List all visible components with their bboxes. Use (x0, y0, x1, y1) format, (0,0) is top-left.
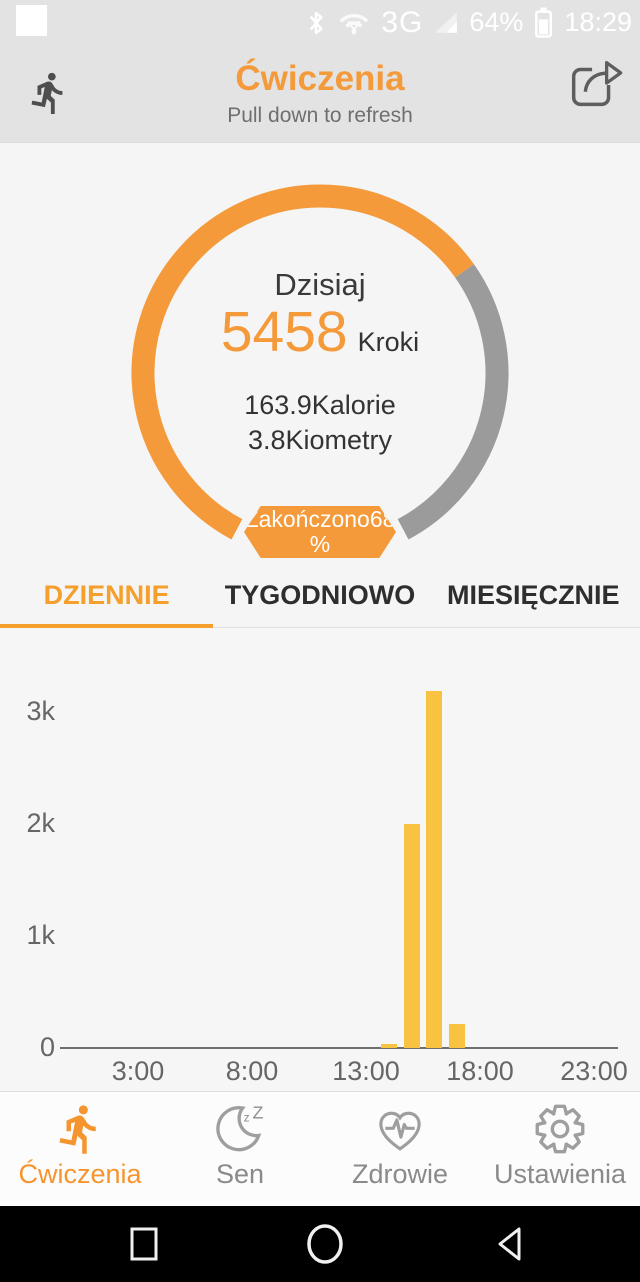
period-label: Dzisiaj (274, 267, 366, 302)
y-axis-label: 0 (39, 1032, 55, 1062)
status-bar: 3G 64% 18:29 (0, 0, 640, 45)
completion-badge-text: Zakończono68 (244, 505, 396, 532)
steps-line: 5458 Kroki (0, 299, 640, 365)
progress-ring (131, 184, 509, 540)
ring-progress-arc (131, 184, 474, 540)
x-axis-line (60, 1047, 618, 1049)
back-triangle-icon[interactable] (494, 1225, 526, 1263)
battery-icon (535, 7, 553, 38)
gear-icon (535, 1104, 585, 1154)
nav-item-cwiczenia[interactable]: Ćwiczenia (0, 1092, 160, 1206)
completion-badge-percent: % (309, 531, 331, 557)
moon-icon: z Z (216, 1103, 263, 1152)
svg-text:z: z (244, 1110, 250, 1124)
nav-label: Ćwiczenia (18, 1159, 142, 1189)
distance-line: 3.8Kiometry (247, 425, 393, 455)
notification-square-icon (16, 5, 47, 36)
wifi-icon (340, 13, 369, 34)
steps-unit: Kroki (357, 327, 420, 357)
active-tab-underline (0, 624, 213, 629)
x-axis-label: 13:00 (332, 1056, 400, 1086)
nav-label: Zdrowie (351, 1159, 449, 1189)
signal-icon (435, 11, 458, 33)
steps-bar-chart: 0 1k 2k 3k 3:00 8:00 13:00 18:00 23:00 (0, 628, 640, 1091)
share-icon[interactable] (564, 53, 626, 115)
x-axis-label: 3:00 (111, 1056, 165, 1086)
ring-remaining-arc (397, 264, 509, 540)
heart-pulse-icon (379, 1111, 421, 1151)
home-circle-icon[interactable] (304, 1222, 346, 1266)
clock-label: 18:29 (564, 7, 632, 37)
nav-label: Sen (215, 1159, 265, 1189)
chart-bar (380, 1044, 397, 1048)
nav-label: Ustawienia (493, 1159, 627, 1189)
recents-square-icon[interactable] (128, 1225, 160, 1263)
network-type-label: 3G (381, 5, 424, 39)
android-navigation-bar (0, 1206, 640, 1282)
bluetooth-icon (310, 11, 323, 34)
chart-bar (449, 1024, 466, 1048)
runner-icon (59, 1105, 96, 1154)
x-axis-label: 23:00 (560, 1056, 628, 1086)
nav-item-ustawienia[interactable]: Ustawienia (480, 1092, 640, 1206)
nav-item-sen[interactable]: z Z Sen (160, 1092, 320, 1206)
completion-badge: Zakończono68 % (244, 506, 396, 558)
tab-miesiecznie[interactable]: MIESIĘCZNIE (447, 580, 620, 610)
nav-item-zdrowie[interactable]: Zdrowie (320, 1092, 480, 1206)
runner-icon[interactable] (26, 70, 72, 116)
app-header: Ćwiczenia Pull down to refresh (0, 45, 640, 143)
svg-text:Z: Z (252, 1103, 263, 1123)
period-tabs: DZIENNIE TYGODNIOWO MIESIĘCZNIE (0, 565, 640, 629)
bottom-navigation: Ćwiczenia z Z Sen Zdrowie Ustawienia (0, 1091, 640, 1206)
tab-tygodniowo[interactable]: TYGODNIOWO (224, 580, 416, 610)
y-axis-label: 3k (26, 696, 55, 726)
x-axis-label: 18:00 (446, 1056, 514, 1086)
y-axis-label: 2k (26, 808, 55, 838)
page-title: Ćwiczenia (235, 59, 405, 98)
y-axis-label: 1k (26, 920, 55, 950)
daily-summary-section: Dzisiaj 5458 Kroki 163.9Kalorie 3.8Kiome… (0, 143, 640, 565)
chart-bar (426, 691, 443, 1048)
steps-value: 5458 (220, 300, 348, 364)
x-axis-label: 8:00 (225, 1056, 279, 1086)
calories-line: 163.9Kalorie (244, 390, 396, 420)
tab-dziennie[interactable]: DZIENNIE (43, 580, 170, 610)
chart-bar (403, 824, 420, 1048)
battery-percent-label: 64% (469, 7, 524, 37)
pull-to-refresh-hint: Pull down to refresh (227, 104, 413, 127)
